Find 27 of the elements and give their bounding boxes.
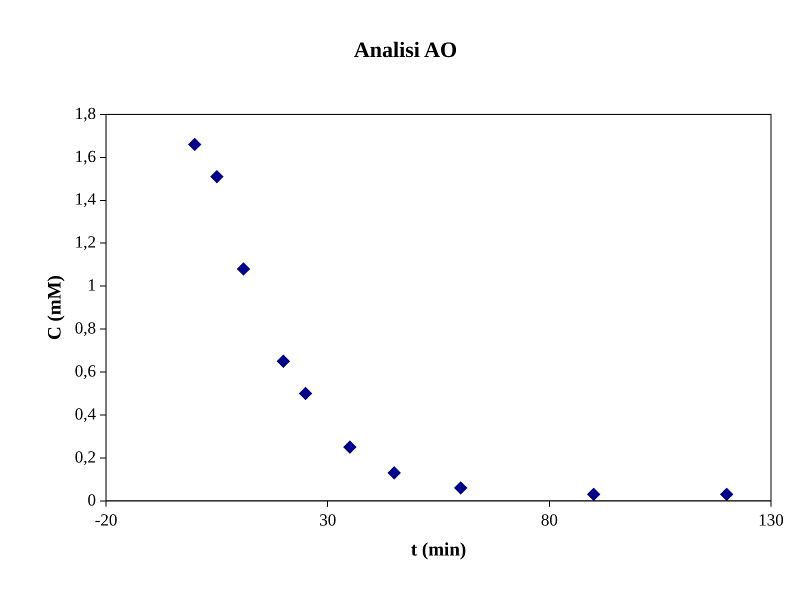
y-tick-label: 0,4: [74, 404, 97, 424]
y-tick-label: 0,8: [74, 318, 96, 338]
y-axis-title: C (mM): [44, 275, 66, 340]
x-tick-label: -20: [94, 510, 118, 530]
point: [343, 440, 356, 454]
y-tick-label: 0: [88, 490, 96, 510]
point: [388, 466, 401, 480]
y-tick-label: 0,2: [74, 447, 96, 466]
x-axis-title: t (min): [410, 540, 466, 561]
point: [236, 262, 250, 276]
x-tick-label: 130: [758, 510, 784, 530]
point: [454, 481, 468, 494]
y-tick-label: 1: [88, 276, 96, 295]
point: [210, 170, 224, 184]
y-tick-label: 1,4: [74, 190, 97, 209]
point: [276, 354, 290, 368]
chart-title: Analisi AO: [354, 36, 458, 62]
y-tick-label: 0,6: [74, 361, 96, 380]
point: [299, 386, 312, 400]
y-tick-label: 1,8: [74, 104, 96, 123]
point: [587, 488, 600, 501]
y-tick-label: 1,6: [74, 146, 96, 166]
point: [188, 138, 202, 151]
x-tick-label: 80: [540, 510, 558, 530]
y-tick-label: 1,2: [74, 232, 96, 252]
x-tick-label: 30: [319, 510, 336, 530]
point: [720, 488, 734, 501]
